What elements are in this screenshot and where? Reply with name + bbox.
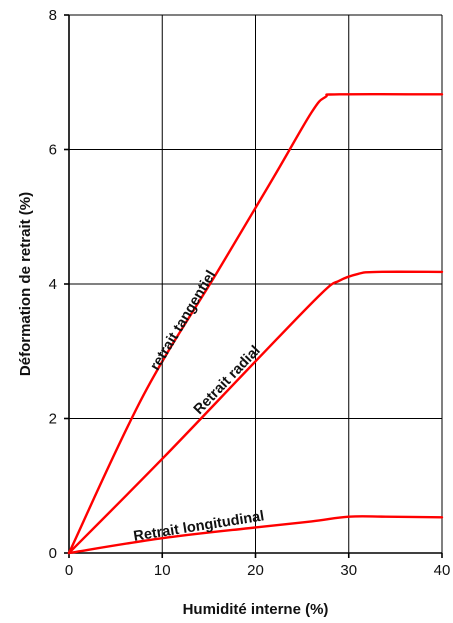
y-tick-label: 6 bbox=[49, 142, 57, 159]
x-tick-label: 40 bbox=[434, 562, 451, 579]
x-axis-title: Humidité interne (%) bbox=[183, 601, 329, 618]
chart-grid bbox=[64, 14, 443, 558]
x-tick-label: 20 bbox=[247, 562, 264, 579]
chart-tick-labels: 0 10 20 30 40 0 2 4 6 8 bbox=[49, 7, 451, 579]
y-axis-title: Déformation de retrait (%) bbox=[17, 192, 34, 376]
longitudinal-shrinkage-line bbox=[67, 515, 444, 555]
annotation-longitudinal: Retrait longitudinal bbox=[132, 508, 265, 545]
annotation-radial: Retrait radial bbox=[191, 343, 264, 418]
x-tick-label: 10 bbox=[154, 562, 171, 579]
y-tick-label: 8 bbox=[49, 7, 57, 24]
y-tick-label: 0 bbox=[49, 545, 57, 562]
y-tick-label: 2 bbox=[49, 411, 57, 428]
x-tick-label: 30 bbox=[340, 562, 357, 579]
x-tick-label: 0 bbox=[65, 562, 73, 579]
y-tick-label: 4 bbox=[49, 276, 57, 293]
tangential-shrinkage-line bbox=[67, 92, 444, 555]
chart-series bbox=[67, 92, 444, 555]
radial-shrinkage-line bbox=[67, 270, 444, 555]
